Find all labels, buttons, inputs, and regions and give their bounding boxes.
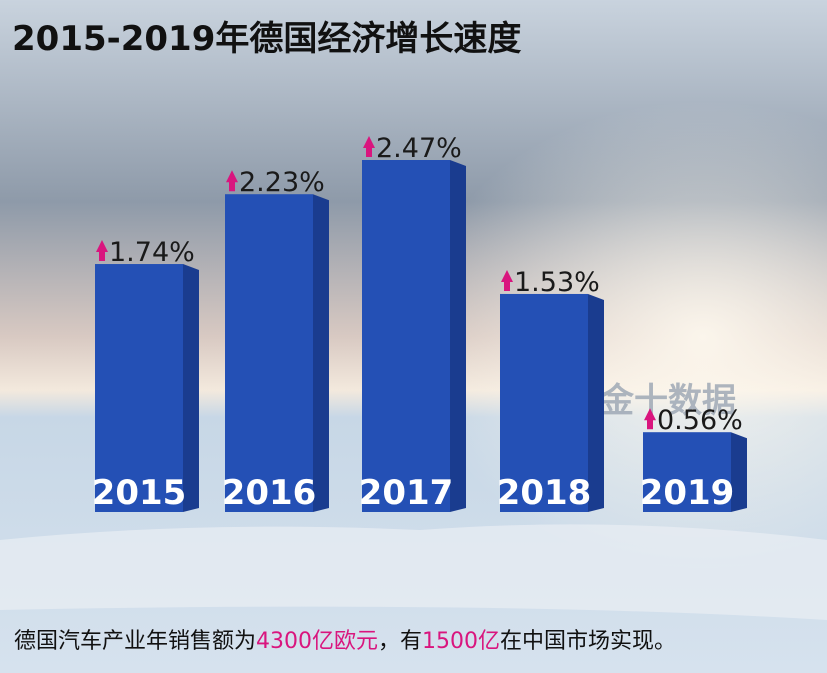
category-label: 2018 [497, 473, 592, 513]
bar-side [588, 293, 604, 512]
category-label: 2019 [640, 473, 735, 513]
bar-side [183, 264, 199, 512]
up-arrow [96, 240, 108, 262]
bar [95, 264, 183, 512]
bar [362, 160, 450, 512]
bar [500, 293, 588, 512]
annotation-highlight: 1500亿 [422, 629, 500, 654]
annotation-text: ，有 [378, 629, 422, 654]
annotation-text: 德国汽车产业年销售额为 [14, 629, 256, 654]
chart-title: 2015-2019年德国经济增长速度 [12, 19, 521, 59]
map-shape [0, 524, 827, 620]
value-label: 1.53% [514, 267, 600, 298]
up-arrow [501, 269, 513, 291]
annotation: 德国汽车产业年销售额为4300亿欧元，有1500亿在中国市场实现。 [14, 629, 676, 654]
category-label: 2015 [92, 473, 187, 513]
up-arrow [226, 170, 238, 192]
watermark: 金十数据 [599, 381, 736, 421]
annotation-text: 在中国市场实现。 [500, 629, 676, 654]
value-label: 2.47% [376, 133, 462, 164]
bar-side [450, 160, 466, 512]
value-label: 1.74% [109, 237, 195, 268]
value-label: 2.23% [239, 167, 325, 198]
category-label: 2017 [359, 473, 454, 513]
up-arrow [644, 408, 656, 430]
bar [225, 194, 313, 512]
bar-side [313, 194, 329, 512]
bar [643, 432, 731, 512]
value-label: 0.56% [657, 405, 743, 436]
category-label: 2016 [222, 473, 317, 513]
up-arrow [363, 136, 375, 157]
annotation-highlight: 4300亿欧元 [256, 629, 378, 654]
bar-side [731, 432, 747, 512]
